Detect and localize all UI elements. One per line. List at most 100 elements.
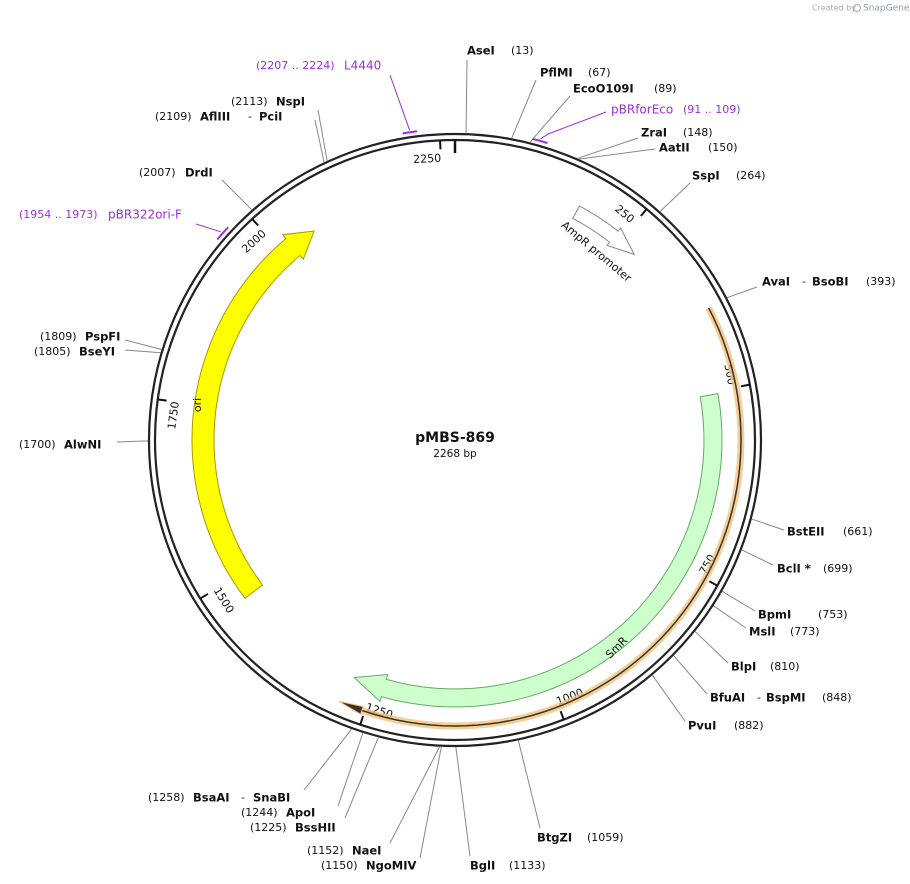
leader-line <box>116 440 149 443</box>
site-name: MslI <box>749 625 776 639</box>
site-name: AlwNI <box>64 438 101 452</box>
leader-line <box>314 119 325 163</box>
site-name: BclI * <box>777 562 811 576</box>
site-name: BtgZI <box>537 831 572 845</box>
site-name: BpmI <box>758 608 791 622</box>
site-location: (89) <box>654 82 677 95</box>
tick <box>559 710 565 720</box>
backbone-outer <box>147 132 763 748</box>
leader-line <box>419 746 442 859</box>
tick-label: 2000 <box>239 227 268 256</box>
plasmid-length: 2268 bp <box>433 448 477 460</box>
site-location: (848) <box>822 691 852 704</box>
site-location: (1244) <box>241 806 278 819</box>
leader-line <box>694 631 729 664</box>
leader-line <box>741 549 774 566</box>
site-location: (661) <box>843 525 873 538</box>
site-name: PflMI <box>540 66 573 80</box>
leader-line <box>577 137 639 159</box>
site-location: (393) <box>866 275 896 288</box>
site-name: DrdI <box>185 166 213 180</box>
site-name: AseI <box>467 44 495 58</box>
site-name: BstEII <box>787 525 825 539</box>
leader-line <box>721 590 756 612</box>
site-location: (753) <box>818 608 848 621</box>
feature-arrow <box>353 393 723 708</box>
leader-line <box>651 674 686 722</box>
primer-name: pBRforEco <box>611 103 673 117</box>
tick <box>359 715 365 725</box>
site-name: AvaI <box>762 275 790 289</box>
site-name: NspI <box>276 95 305 109</box>
feature-arrow <box>191 230 315 600</box>
leader-line <box>344 737 379 819</box>
primer-mark <box>402 130 418 135</box>
tick <box>251 218 259 227</box>
primer-mark <box>216 226 229 241</box>
site-name: AflIII <box>200 110 230 124</box>
site-location: (1805) <box>34 345 71 358</box>
leader-line <box>659 182 691 212</box>
leader-line <box>317 109 328 161</box>
leader-line <box>578 148 656 160</box>
primer-leader <box>389 74 411 131</box>
leader-line <box>124 339 162 350</box>
leader-line <box>529 95 571 143</box>
primer-name: pBR322ori-F <box>108 208 182 222</box>
site-name: PvuI <box>688 719 716 733</box>
separator: - <box>241 791 245 804</box>
site-name: ApoI <box>286 806 315 820</box>
site-name: BglI <box>470 859 495 873</box>
tick-label: 2250 <box>413 152 442 166</box>
site-name: AatII <box>659 141 690 155</box>
site-location: (264) <box>736 169 766 182</box>
site-name: PspFI <box>85 330 120 344</box>
site-name: PciI <box>259 110 282 124</box>
leader-line <box>124 349 161 354</box>
cds-head <box>338 700 364 715</box>
site-name: BspMI <box>766 691 806 705</box>
site-name: SnaBI <box>253 791 290 805</box>
cds-highlight <box>351 306 745 730</box>
leader-line <box>303 728 352 791</box>
site-location: (150) <box>708 141 738 154</box>
separator: - <box>802 275 806 288</box>
site-name: ZraI <box>641 126 667 140</box>
site-location: (67) <box>588 66 611 79</box>
primer-name: L4440 <box>344 59 381 73</box>
primer-location: (2207 .. 2224) <box>256 59 335 72</box>
leader-line <box>511 79 537 139</box>
tick-label: 250 <box>612 202 636 225</box>
separator: - <box>757 691 761 704</box>
site-location: (1152) <box>307 844 344 857</box>
credit-prefix: Created by <box>812 4 856 13</box>
leader-line <box>389 746 441 844</box>
cds-line <box>352 307 742 727</box>
site-name: BsoBI <box>812 275 849 289</box>
tick-label: 1750 <box>165 401 182 431</box>
site-location: (882) <box>734 719 764 732</box>
site-name: SspI <box>692 169 720 183</box>
leader-line <box>221 179 253 211</box>
leader-line <box>337 732 364 807</box>
leader-line <box>455 746 471 857</box>
site-name: EcoO109I <box>573 82 634 96</box>
leader-line <box>673 655 708 695</box>
leader-line <box>713 605 747 629</box>
site-name: BfuAI <box>710 691 745 705</box>
site-location: (1809) <box>40 330 77 343</box>
feature-label: ori <box>191 398 204 412</box>
site-name: BseYI <box>79 345 115 359</box>
site-location: (1150) <box>321 859 358 872</box>
site-location: (148) <box>683 126 713 139</box>
plasmid-name: pMBS-869 <box>415 430 495 446</box>
site-name: BlpI <box>731 660 756 674</box>
tick <box>157 398 167 402</box>
leader-line <box>726 286 758 299</box>
tick <box>740 383 751 388</box>
site-location: (1225) <box>250 821 287 834</box>
primer-location: (1954 .. 1973) <box>19 208 98 221</box>
site-location: (2113) <box>231 95 268 108</box>
separator: - <box>248 110 252 123</box>
